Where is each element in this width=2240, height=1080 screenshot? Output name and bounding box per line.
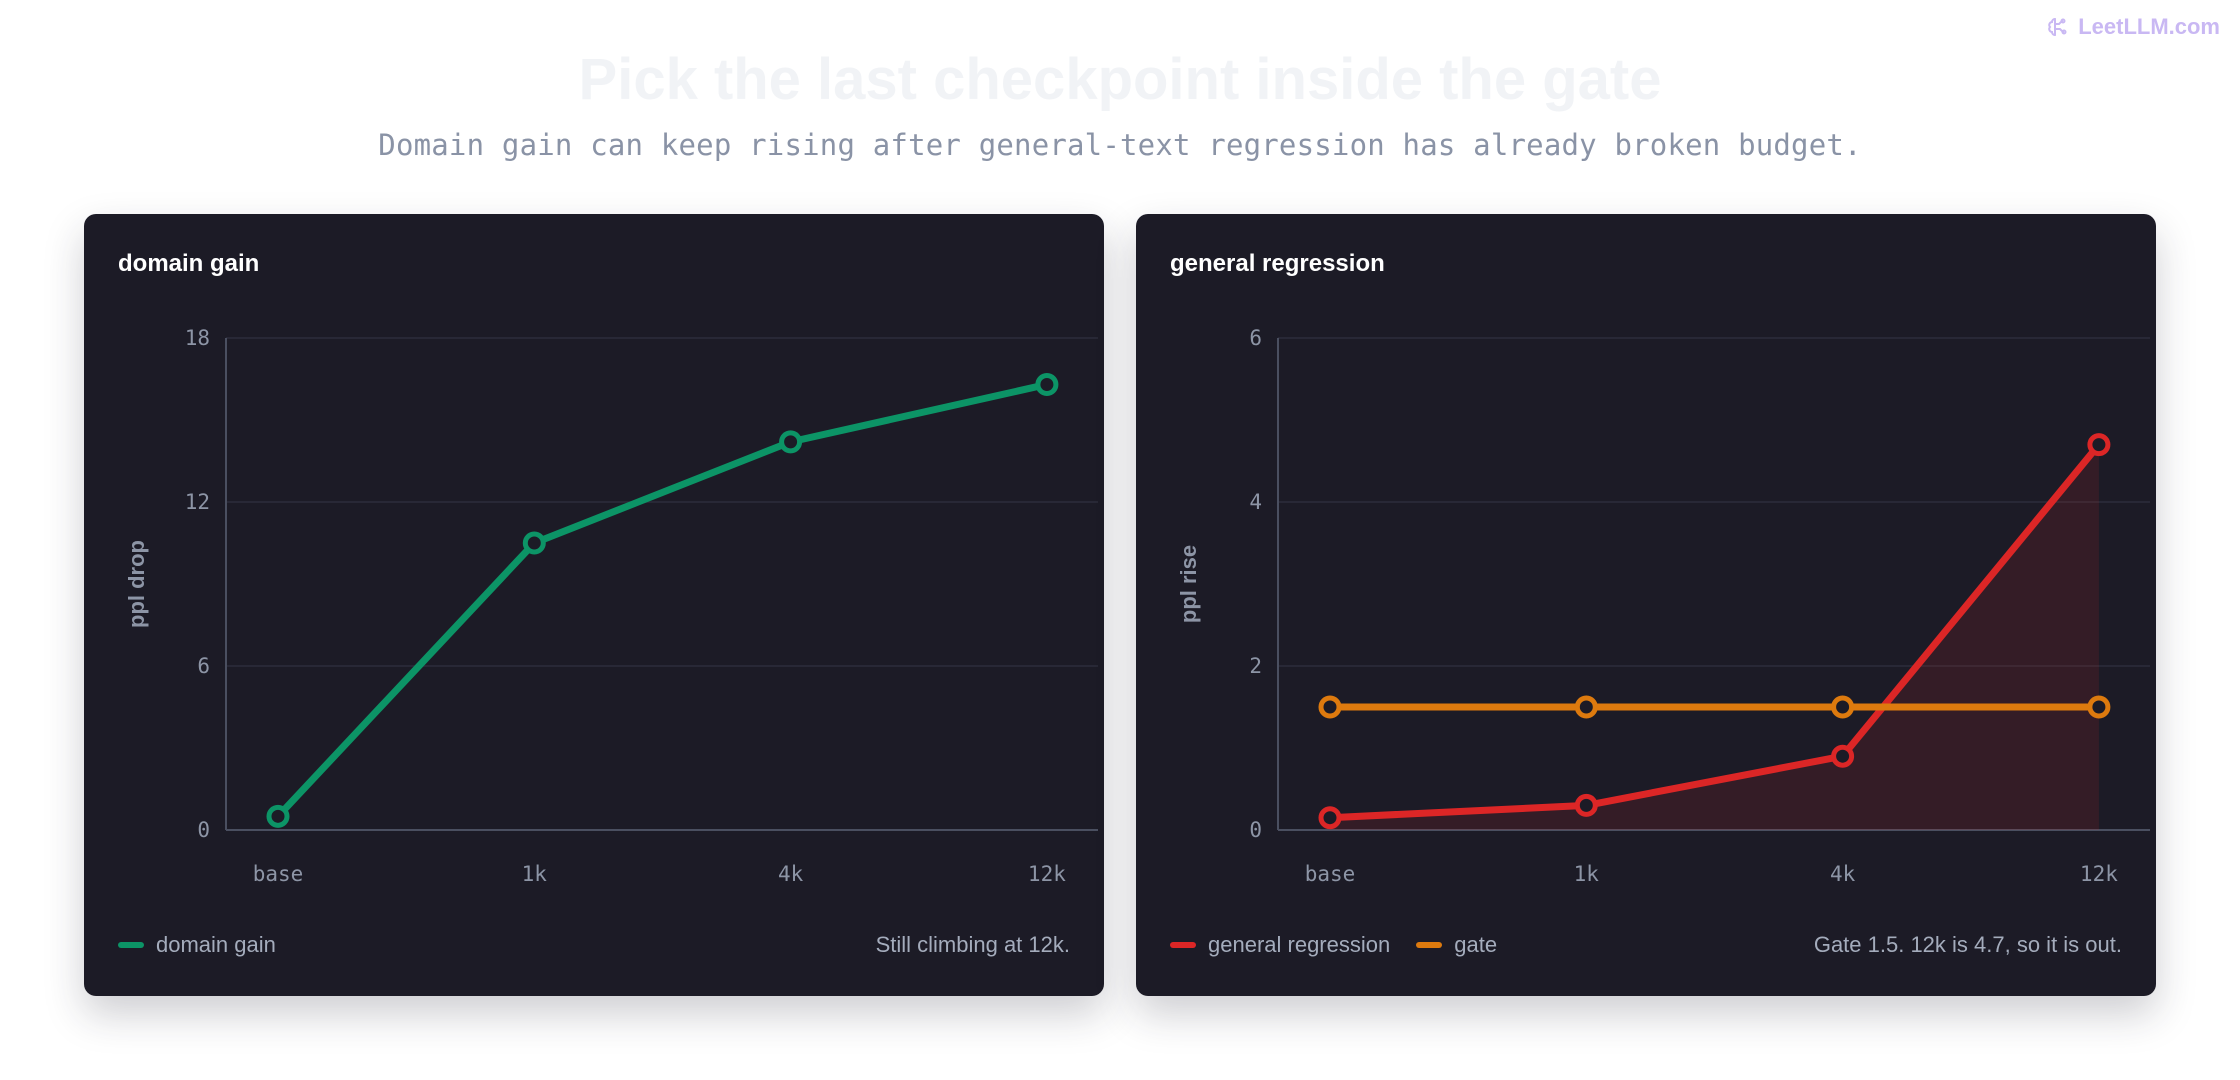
legend-label: domain gain: [156, 932, 276, 957]
legend-item: domain gain: [118, 932, 276, 958]
chart-legend: domain gain: [118, 932, 276, 958]
legend-swatch: [1416, 942, 1443, 948]
page-subtitle: Domain gain can keep rising after genera…: [378, 128, 1862, 162]
chart-title: domain gain: [118, 250, 260, 277]
chart-card-general-regression: general regression 0 2 4 6 base 1k 4k 12k ppl ri…: [1136, 214, 2156, 996]
data-point: [1574, 695, 1598, 719]
data-point: [1035, 372, 1059, 396]
x-tick-label: base: [253, 862, 304, 886]
legend-item: gate: [1416, 932, 1497, 958]
x-tick-label: 1k: [1574, 862, 1600, 886]
brand-name: LeetLLM.com: [2078, 14, 2220, 39]
data-point: [1574, 793, 1598, 817]
chart-legend: general regression gate: [1170, 932, 1497, 958]
series-area: [1330, 444, 2099, 830]
series-line: [1326, 441, 2103, 822]
data-point: [1318, 695, 1342, 719]
y-tick-label: 12: [185, 490, 210, 514]
data-point: [2087, 695, 2111, 719]
data-point: [1831, 744, 1855, 768]
brain-icon: [2048, 18, 2067, 36]
y-tick-label: 2: [1249, 654, 1262, 678]
y-tick-label: 6: [1249, 326, 1262, 350]
chart-note: Gate 1.5. 12k is 4.7, so it is out.: [1813, 932, 2122, 957]
chart-plot: 0 2 4 6 base 1k 4k 12k ppl rise: [1176, 326, 2150, 886]
y-tick-label: 0: [197, 818, 210, 842]
brand-logo[interactable]: LeetLLM.com: [2046, 14, 2220, 40]
y-tick-label: 0: [1249, 818, 1262, 842]
data-point: [266, 804, 290, 828]
page-title: Pick the last checkpoint inside the gate: [578, 47, 1662, 112]
y-axis-label: ppl rise: [1176, 545, 1201, 623]
data-point: [779, 430, 803, 454]
legend-item: general regression: [1170, 932, 1390, 958]
data-point: [1831, 695, 1855, 719]
x-tick-label: 4k: [1830, 862, 1856, 886]
y-tick-label: 6: [197, 654, 210, 678]
data-point: [2087, 433, 2111, 457]
chart-plot: 0 6 12 18 base 1k 4k 12k ppl drop: [124, 326, 1098, 886]
x-tick-label: base: [1305, 862, 1356, 886]
data-point: [522, 531, 546, 555]
x-tick-label: 4k: [778, 862, 804, 886]
chart-title: general regression: [1170, 250, 1385, 277]
x-tick-label: 1k: [522, 862, 548, 886]
x-tick-label: 12k: [1028, 862, 1066, 886]
data-point: [1318, 806, 1342, 830]
y-axis-label: ppl drop: [124, 540, 149, 628]
chart-card-domain-gain: domain gain 0 6 12 18 base 1k 4k 12k ppl drop do…: [84, 214, 1104, 996]
series-line: [274, 380, 1051, 820]
legend-label: general regression: [1208, 932, 1391, 957]
x-tick-label: 12k: [2080, 862, 2118, 886]
legend-label: gate: [1454, 932, 1498, 957]
y-tick-label: 18: [185, 326, 210, 350]
y-tick-label: 4: [1249, 490, 1262, 514]
chart-note: Still climbing at 12k.: [875, 932, 1070, 957]
legend-swatch: [118, 942, 144, 948]
legend-swatch: [1170, 942, 1196, 948]
